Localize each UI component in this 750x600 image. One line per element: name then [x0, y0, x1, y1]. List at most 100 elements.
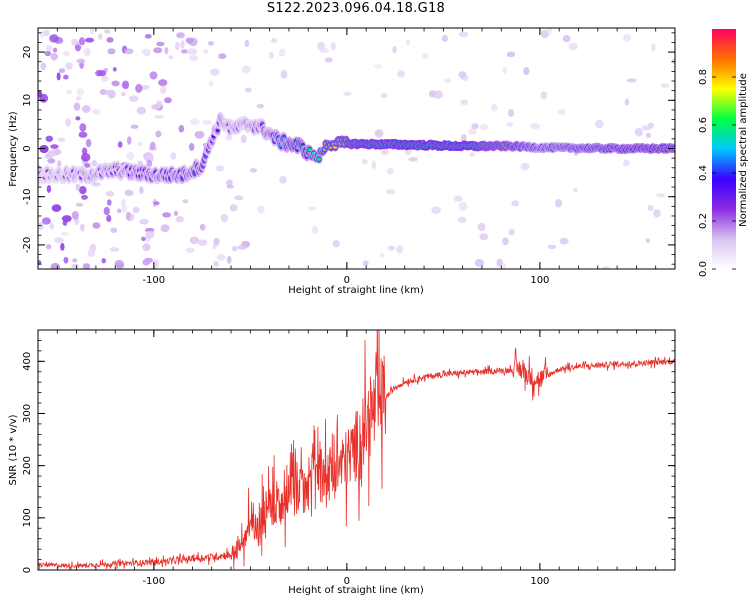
- spectrogram-cell: [121, 80, 130, 90]
- spectrogram-cell: [47, 150, 54, 159]
- y-tick-label: 0: [22, 145, 33, 151]
- spectrogram-cell: [343, 91, 352, 96]
- spectrogram-cell: [178, 124, 185, 133]
- x-tick-label: -100: [142, 275, 165, 286]
- spectrogram-y-axis-label: Frequency (Hz): [8, 111, 19, 187]
- spectrogram-cell: [506, 122, 514, 127]
- spectrogram-cell: [144, 227, 155, 233]
- spectrogram-cell: [71, 263, 80, 269]
- spectrogram-cell: [386, 189, 396, 195]
- spectrogram-cell: [121, 91, 126, 96]
- spectrogram-cell: [330, 42, 336, 51]
- spectrogram-cell: [125, 211, 131, 221]
- snr-x-ticks: -100 0 100: [142, 330, 549, 587]
- colorbar-tick-label: 0.2: [698, 213, 709, 229]
- snr-y-axis-label: SNR (10 * v/v): [8, 414, 19, 485]
- spectrogram-cell: [507, 108, 515, 118]
- spectrogram-cell: [149, 71, 158, 80]
- spectrogram-cell: [50, 53, 58, 61]
- spectrogram-cell: [594, 119, 604, 129]
- spectrogram-cell: [645, 132, 652, 138]
- colorbar-tick-label: 0.8: [698, 69, 709, 85]
- spectrogram-cell: [225, 179, 233, 186]
- spectrogram-cell: [112, 67, 117, 72]
- spectrogram-cell: [226, 184, 234, 189]
- spectrogram-cell: [458, 71, 467, 79]
- spectrogram-cell: [106, 214, 112, 223]
- x-tick-label: 0: [344, 275, 350, 286]
- spectrogram-cell: [80, 152, 91, 162]
- spectrogram-cell: [469, 151, 475, 157]
- spectrogram-cell: [523, 67, 530, 75]
- spectrogram-cell: [308, 206, 317, 211]
- spectrogram-cell: [49, 34, 59, 43]
- spectrogram-cell: [257, 205, 265, 214]
- spectrogram-cell: [144, 154, 155, 163]
- snr-x-axis-label: Height of straight line (km): [288, 585, 424, 596]
- y-tick-label: 400: [22, 352, 33, 371]
- spectrogram-cell: [154, 114, 164, 119]
- spectrogram-cell: [98, 33, 103, 40]
- spectrogram-cell: [54, 148, 62, 155]
- spectrogram-cell: [103, 29, 111, 34]
- spectrogram-cell: [188, 142, 195, 151]
- spectrogram-cell: [634, 127, 643, 137]
- spectrogram-cell: [170, 152, 177, 160]
- spectrogram-cell: [62, 220, 68, 226]
- spectrogram-cell: [164, 97, 172, 104]
- spectrogram-x-axis-label: Height of straight line (km): [288, 285, 424, 296]
- colorbar: 0.0 0.2 0.4 0.6 0.8 Normalized spectral ampl…: [698, 29, 749, 277]
- spectrogram-cell: [208, 80, 214, 87]
- spectrogram-cell: [153, 259, 159, 268]
- spectrogram-cell: [441, 34, 448, 42]
- spectrogram-cell: [168, 55, 174, 60]
- snr-panel: -100 0 100 0 100 200 300 400 Height of straigh…: [8, 329, 676, 596]
- spectrogram-cell: [180, 40, 185, 49]
- spectrogram-cell: [645, 238, 651, 243]
- spectrogram-cell: [149, 141, 156, 150]
- colorbar-tick-label: 0.0: [698, 261, 709, 277]
- spectrogram-cell: [84, 37, 95, 43]
- spectrogram-cell: [160, 224, 170, 233]
- spectrogram-cell: [240, 134, 247, 144]
- spectrogram-cell: [506, 51, 516, 58]
- spectrogram-cell: [132, 206, 140, 214]
- x-tick-label: 100: [530, 576, 549, 587]
- y-tick-label: -20: [22, 237, 33, 253]
- spectrogram-cell: [57, 137, 66, 143]
- spectrogram-cell: [361, 159, 368, 165]
- spectrogram-cell: [546, 28, 552, 35]
- spectrogram-cell: [244, 87, 252, 93]
- y-tick-label: -10: [22, 189, 33, 205]
- spectrogram-cell: [41, 217, 51, 225]
- spectrogram-cell: [135, 83, 143, 93]
- spectrogram-cell: [155, 100, 163, 109]
- spectrogram-cell: [60, 242, 65, 251]
- spectrogram-cell: [110, 227, 118, 233]
- spectrogram-cell: [103, 206, 110, 216]
- spectrogram-cell: [491, 103, 498, 112]
- y-tick-label: 0: [22, 567, 33, 573]
- spectrogram-cell: [47, 158, 56, 164]
- spectrogram-cell: [57, 160, 62, 167]
- y-tick-label: 300: [22, 404, 33, 423]
- spectrogram-cell: [207, 41, 214, 46]
- spectrogram-cell: [474, 258, 484, 267]
- spectrogram-cell: [232, 245, 238, 252]
- spectrogram-cell: [502, 237, 509, 246]
- spectrogram-cell: [226, 255, 232, 264]
- spectrogram-cell: [213, 261, 219, 267]
- snr-frame: [37, 329, 676, 571]
- spectrogram-cell: [189, 55, 199, 62]
- spectrogram-cell: [458, 31, 469, 38]
- spectrogram-cell: [185, 37, 194, 44]
- spectrogram-cell: [115, 262, 125, 269]
- spectrogram-cell: [479, 233, 488, 241]
- spectrogram-cell: [278, 48, 286, 57]
- spectrogram-cell: [444, 78, 451, 84]
- colorbar-label: Normalized spectral amplitude: [738, 73, 749, 227]
- spectrogram-cell: [651, 43, 656, 52]
- spectrogram-cell: [72, 258, 78, 263]
- colorbar-scale: [712, 29, 736, 269]
